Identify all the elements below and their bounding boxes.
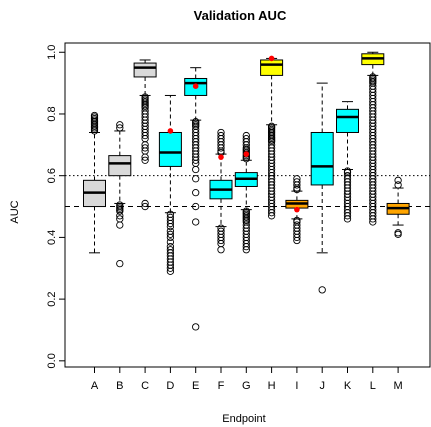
box-K — [336, 108, 359, 133]
x-tick-label-I: I — [295, 380, 298, 392]
x-tick-label-F: F — [218, 380, 225, 392]
outlier-point — [242, 243, 250, 251]
outlier-point — [166, 264, 175, 272]
x-tick-label-D: D — [166, 380, 174, 392]
x-tick-label-L: L — [370, 380, 376, 392]
outlier-point — [242, 131, 250, 140]
plot-frame — [64, 42, 431, 368]
outlier-point — [192, 156, 200, 164]
outlier-point — [166, 222, 175, 231]
box-D — [158, 131, 182, 167]
outlier-point — [343, 212, 352, 220]
y-tick-label: 0.2 — [46, 291, 58, 306]
outlier-point — [394, 176, 402, 184]
x-tick-label-J: J — [319, 380, 325, 392]
x-tick-label-A: A — [91, 380, 99, 392]
outlier-point — [141, 144, 149, 152]
outlier-point — [217, 131, 225, 140]
outlier-point — [242, 135, 250, 143]
outlier-point — [217, 246, 225, 254]
outlier-point — [166, 238, 175, 246]
x-tick-label-K: K — [344, 380, 352, 392]
outlier-point — [394, 229, 402, 237]
mean-point-G — [243, 151, 250, 157]
outlier-point — [192, 218, 200, 226]
outlier-point — [141, 153, 149, 161]
x-tick-label-M: M — [394, 380, 403, 392]
outlier-point — [166, 233, 175, 242]
outlier-point — [116, 124, 124, 132]
x-axis-label: Endpoint — [222, 413, 265, 425]
outlier-point — [116, 259, 124, 268]
outlier-point — [192, 323, 200, 331]
outlier-point — [192, 202, 200, 211]
outlier-point — [141, 131, 149, 140]
outlier-point — [116, 221, 124, 229]
y-tick-label: 0.8 — [46, 106, 58, 121]
outlier-point — [293, 175, 301, 183]
x-tick-label-E: E — [192, 380, 199, 392]
outlier-point — [369, 215, 377, 223]
chart-title: Validation AUC — [194, 8, 287, 23]
y-tick-label: 0.4 — [46, 230, 58, 245]
outlier-point — [394, 230, 402, 238]
y-tick-label: 0.0 — [46, 353, 58, 368]
outlier-point — [318, 286, 326, 294]
outlier-point — [242, 246, 250, 254]
x-tick-label-B: B — [116, 380, 123, 392]
x-tick-label-G: G — [242, 380, 251, 392]
outlier-point — [116, 207, 124, 215]
outlier-point — [394, 181, 402, 189]
outlier-point — [267, 212, 276, 220]
outlier-point — [166, 219, 175, 228]
outlier-point — [90, 111, 99, 120]
outlier-point — [217, 128, 225, 137]
y-tick-label: 1.0 — [46, 45, 58, 60]
mean-point-F — [218, 154, 224, 160]
outlier-point — [192, 165, 200, 174]
box-C — [133, 62, 157, 78]
outlier-point — [141, 156, 149, 164]
mean-point-D — [167, 128, 174, 134]
outlier-point — [217, 236, 225, 245]
box-H — [260, 59, 284, 76]
outlier-point — [166, 230, 175, 238]
x-tick-label-C: C — [141, 380, 149, 392]
outlier-point — [116, 121, 124, 129]
outlier-point — [293, 233, 301, 242]
mean-point-I — [294, 206, 300, 213]
outlier-point — [141, 199, 149, 208]
outlier-point — [267, 209, 276, 217]
y-tick-label: 0.6 — [46, 168, 58, 183]
outlier-point — [293, 236, 301, 245]
outlier-point — [166, 267, 175, 275]
outlier-point — [192, 175, 200, 183]
outlier-point — [343, 215, 352, 223]
y-axis-label: AUC — [9, 200, 21, 223]
outlier-point — [116, 212, 124, 220]
mean-point-H — [268, 55, 275, 62]
outlier-point — [192, 189, 200, 197]
plot-area: 0.0 0.2 0.4 0.6 0.8 1.0 A B C D E F G H I J K L M — [46, 42, 431, 392]
outlier-point — [293, 178, 301, 186]
box-J — [310, 131, 334, 186]
box-B — [108, 155, 132, 177]
outlier-point — [369, 218, 377, 226]
x-tick-label-H: H — [268, 380, 276, 392]
outlier-point — [141, 202, 149, 211]
mean-point-E — [192, 83, 199, 89]
